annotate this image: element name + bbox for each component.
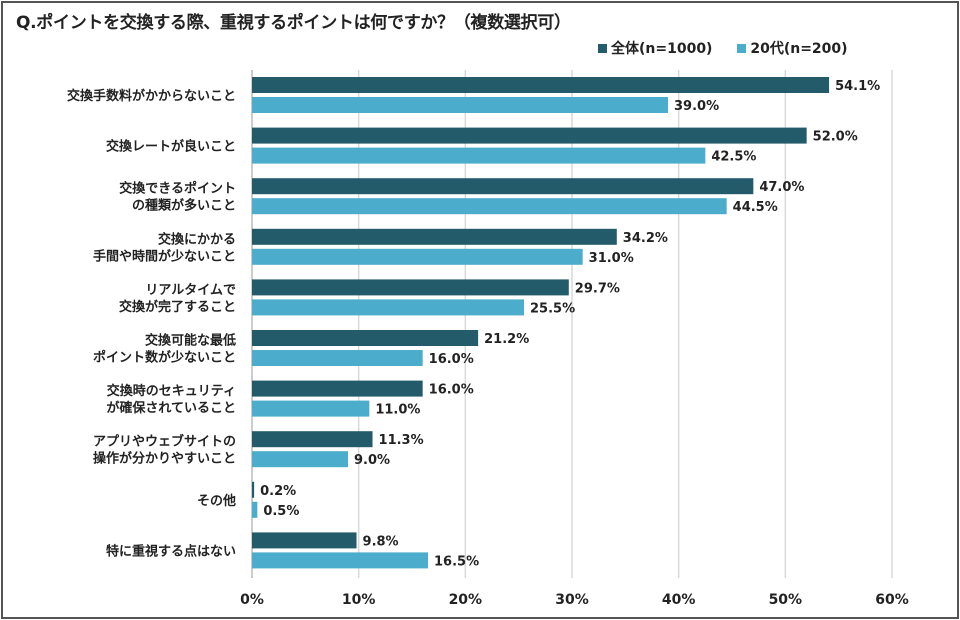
data-label: 21.2% (484, 332, 529, 347)
category-label: 操作が分かりやすいこと (93, 451, 236, 467)
data-label: 9.8% (363, 534, 399, 549)
data-label: 11.3% (379, 433, 424, 448)
data-label: 34.2% (623, 231, 668, 246)
category-label: 交換手数料がかからないこと (67, 88, 236, 104)
data-label: 25.5% (530, 301, 575, 316)
legend-label-20s: 20代(n=200) (750, 41, 848, 57)
bar-20s (252, 198, 727, 215)
bar-20s (252, 350, 423, 366)
x-tick-label: 20% (449, 592, 483, 608)
bar-all (252, 481, 255, 498)
data-label: 16.0% (429, 352, 474, 367)
legend-label-all: 全体(n=1000) (611, 41, 713, 57)
data-label: 47.0% (759, 180, 804, 195)
x-tick-label: 50% (769, 592, 803, 608)
legend-swatch-all (598, 43, 607, 53)
data-label: 16.0% (429, 383, 474, 398)
data-label: 29.7% (575, 281, 620, 296)
data-label: 44.5% (733, 200, 778, 215)
bar-all (252, 178, 754, 195)
x-tick-label: 10% (342, 592, 376, 608)
legend: 全体(n=1000) 20代(n=200) (598, 38, 868, 58)
data-label: 0.5% (263, 504, 299, 519)
x-tick-label: 40% (662, 592, 696, 608)
bar-20s (252, 451, 348, 468)
bar-20s (252, 552, 428, 569)
category-label: 交換時のセキュリティ (107, 383, 236, 399)
category-label: アプリやウェブサイトの (93, 434, 236, 450)
bar-20s (252, 400, 370, 417)
x-tick-label: 0% (240, 592, 264, 608)
bar-all (252, 380, 423, 397)
category-label: 特に重視する点はない (106, 543, 236, 559)
x-tick-label: 60% (875, 592, 909, 608)
data-label: 0.2% (260, 484, 296, 499)
category-label: 交換できるポイント (119, 181, 236, 197)
category-label: 手間や時間が少ないこと (93, 248, 236, 264)
category-label: 交換が完了すること (119, 299, 236, 315)
category-label: が確保されていること (106, 400, 236, 416)
data-label: 42.5% (711, 150, 756, 165)
category-label: ポイント数が少ないこと (93, 350, 236, 366)
bar-all (252, 330, 479, 346)
legend-item-20s: 20代(n=200) (737, 38, 848, 58)
data-label: 16.5% (434, 554, 479, 569)
bar-20s (252, 501, 258, 518)
data-label: 54.1% (835, 79, 880, 94)
bar-20s (252, 97, 668, 113)
bar-all (252, 127, 807, 144)
category-label: 交換にかかる (158, 231, 236, 247)
bar-20s (252, 147, 706, 164)
bar-all (252, 77, 830, 93)
data-label: 9.0% (354, 453, 390, 468)
bar-all (252, 279, 569, 296)
legend-swatch-20s (737, 43, 747, 53)
bar-20s (252, 299, 524, 316)
data-label: 11.0% (375, 403, 420, 418)
legend-item-all: 全体(n=1000) (598, 38, 712, 58)
category-label: の種類が多いこと (132, 198, 236, 214)
category-label: リアルタイムで (145, 283, 236, 298)
bar-all (252, 431, 373, 448)
category-label: その他 (197, 493, 236, 509)
data-label: 39.0% (674, 99, 719, 114)
x-tick-label: 30% (555, 592, 589, 608)
chart-title: Q.ポイントを交換する際、重視するポイントは何ですか？（複数選択可） (16, 13, 571, 33)
category-label: 交換レートが良いこと (106, 139, 236, 155)
bar-20s (252, 248, 583, 265)
data-label: 52.0% (813, 130, 858, 145)
data-label: 31.0% (589, 251, 634, 266)
category-label: 交換可能な最低 (145, 333, 236, 349)
bar-all (252, 228, 617, 245)
bar-all (252, 532, 357, 549)
